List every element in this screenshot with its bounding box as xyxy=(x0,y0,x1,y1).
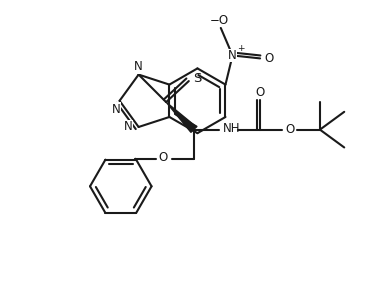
Text: N: N xyxy=(228,49,237,62)
Text: −O: −O xyxy=(209,14,229,27)
Text: O: O xyxy=(159,151,168,164)
Text: O: O xyxy=(265,52,274,65)
Text: +: + xyxy=(237,44,245,53)
Text: N: N xyxy=(134,60,143,74)
Text: N: N xyxy=(112,103,121,116)
Text: N: N xyxy=(124,120,133,133)
Text: O: O xyxy=(286,123,295,136)
Polygon shape xyxy=(166,102,196,132)
Text: NH: NH xyxy=(223,122,241,135)
Text: S: S xyxy=(193,72,202,85)
Text: O: O xyxy=(256,86,265,99)
